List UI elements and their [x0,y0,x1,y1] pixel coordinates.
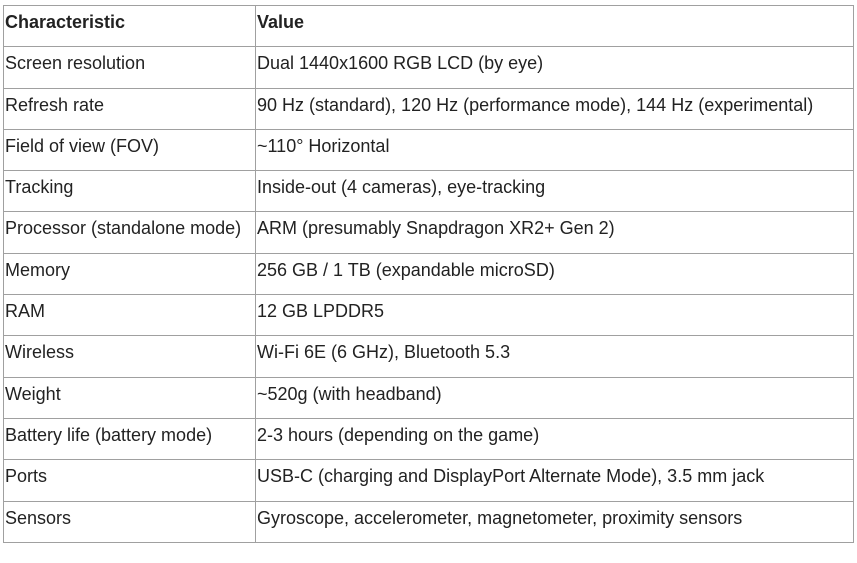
header-row: Characteristic Value [3,4,854,48]
table-cell: Processor (standalone mode) [3,211,256,254]
table-cell: Screen resolution [3,46,256,89]
table-cell: Inside-out (4 cameras), eye-tracking [255,170,854,213]
table-cell: ~520g (with headband) [255,376,854,419]
table-cell: 2-3 hours (depending on the game) [255,417,854,461]
table-cell: Sensors [3,500,256,543]
header-cell: Characteristic [3,4,256,48]
table-row: Wireless Wi-Fi 6E (6 GHz), Bluetooth 5.3 [3,335,854,378]
table-cell: Battery life (battery mode) [3,417,256,461]
table-cell: USB-C (charging and DisplayPort Alternat… [255,459,854,502]
table-row: Screen resolution Dual 1440x1600 RGB LCD … [3,46,854,89]
table-row: Field of view (FOV) ~110° Horizontal [3,128,854,172]
table-cell: Wi-Fi 6E (6 GHz), Bluetooth 5.3 [255,335,854,378]
table-cell: Ports [3,459,256,502]
table-row: Weight ~520g (with headband) [3,376,854,419]
table-cell: ~110° Horizontal [255,128,854,172]
table-row: Refresh rate 90 Hz (standard), 120 Hz (pe… [3,87,854,130]
table-row: Tracking Inside-out (4 cameras), eye-trac… [3,170,854,213]
table-row: Memory 256 GB / 1 TB (expandable microSD) [3,252,854,296]
table-row: RAM 12 GB LPDDR5 [3,294,854,337]
table-cell: Field of view (FOV) [3,128,256,172]
table-cell: Memory [3,252,256,296]
spec-table: Characteristic Value Screen resolution Dua… [3,4,854,543]
table-cell: RAM [3,294,256,337]
table-row: Processor (standalone mode) ARM (presumab… [3,211,854,254]
header-cell: Value [255,4,854,48]
table-cell: Wireless [3,335,256,378]
table-cell: 12 GB LPDDR5 [255,294,854,337]
table-body: Screen resolution Dual 1440x1600 RGB LCD … [3,46,854,543]
table-cell: Dual 1440x1600 RGB LCD (by eye) [255,46,854,89]
table-cell: 256 GB / 1 TB (expandable microSD) [255,252,854,296]
table-cell: ARM (presumably Snapdragon XR2+ Gen 2) [255,211,854,254]
table-cell: Refresh rate [3,87,256,130]
table-cell: Gyroscope, accelerometer, magnetometer, … [255,500,854,543]
table-cell: Weight [3,376,256,419]
table-row: Ports USB-C (charging and DisplayPort Alt… [3,459,854,502]
table-cell: Tracking [3,170,256,213]
table-row: Sensors Gyroscope, accelerometer, magneto… [3,500,854,543]
table-cell: 90 Hz (standard), 120 Hz (performance mo… [255,87,854,130]
table-row: Battery life (battery mode) 2-3 hours (de… [3,417,854,461]
